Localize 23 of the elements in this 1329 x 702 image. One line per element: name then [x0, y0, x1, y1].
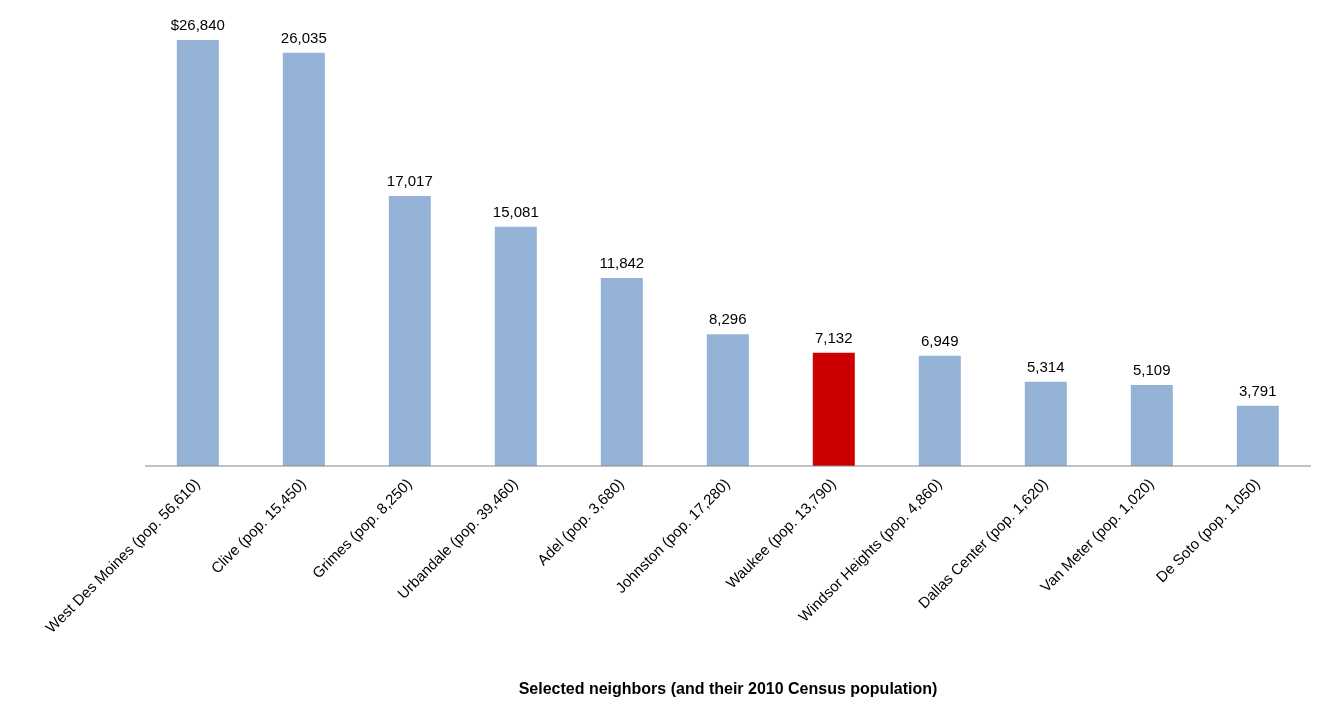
bar	[600, 278, 643, 466]
bar	[1024, 381, 1067, 466]
data-label: 8,296	[709, 310, 747, 328]
bar	[1130, 384, 1173, 466]
bar	[1236, 405, 1279, 466]
bar	[282, 52, 325, 466]
data-label: 6,949	[921, 331, 959, 349]
bar	[388, 195, 431, 466]
data-label: 26,035	[280, 28, 327, 46]
data-label: 7,132	[815, 328, 853, 346]
bar	[706, 334, 749, 466]
data-label: 5,314	[1027, 357, 1065, 375]
data-label: 3,791	[1239, 381, 1277, 399]
bar	[918, 355, 961, 466]
data-label: 11,842	[599, 254, 645, 272]
bar	[812, 352, 855, 466]
data-label: 15,081	[492, 202, 539, 220]
bar	[176, 40, 219, 466]
bar	[494, 226, 537, 466]
data-label: $26,840	[170, 16, 225, 33]
x-axis-title: Selected neighbors (and their 2010 Census population)	[518, 680, 938, 697]
data-label: 17,017	[386, 171, 433, 189]
data-label: 5,109	[1133, 360, 1171, 378]
